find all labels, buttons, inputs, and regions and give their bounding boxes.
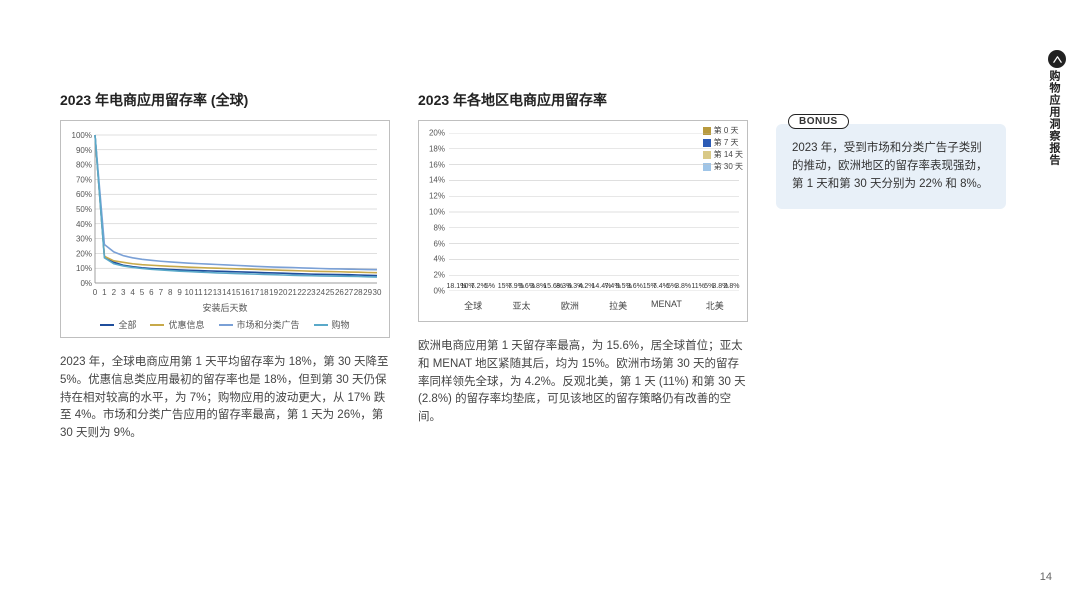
brand-logo-icon [1048, 50, 1066, 68]
svg-text:11: 11 [194, 288, 203, 297]
bar-value-label: 11% [691, 283, 705, 290]
bar-category-label: 欧洲 [546, 295, 594, 317]
content-columns: 2023 年电商应用留存率 (全球) 0% 10% 20% 30% 40% 50% 60% 7… [60, 90, 1040, 443]
bar-group: 15%7.9%5.6%3.8% [497, 133, 545, 291]
bar-chart-groups: 18.1%10%7.2%5%15%7.9%5.6%3.8%15.6%8.3%6.… [449, 133, 739, 291]
legend-item: 全部 [100, 318, 136, 331]
svg-text:10: 10 [185, 288, 194, 297]
svg-text:22: 22 [297, 288, 306, 297]
line-chart-description: 2023 年，全球电商应用第 1 天平均留存率为 18%，第 30 天降至 5%… [60, 354, 390, 443]
bar-chart-y-labels: 0%2%4%6%8%10%12%14%16%18%20% [423, 133, 447, 291]
bar-chart-box: 第 0 天第 7 天第 14 天第 30 天 0%2%4%6%8%10%12%1… [418, 120, 748, 322]
svg-text:90%: 90% [76, 146, 92, 155]
svg-text:0: 0 [93, 288, 98, 297]
svg-text:100%: 100% [72, 131, 92, 140]
bar-group: 15%7.4%5%3.8% [642, 133, 690, 291]
svg-text:30: 30 [373, 288, 382, 297]
svg-text:14: 14 [222, 288, 231, 297]
svg-text:21: 21 [288, 288, 297, 297]
svg-text:0%: 0% [80, 279, 92, 288]
bar-chart-x-labels: 全球亚太欧洲拉美MENAT北美 [449, 295, 739, 317]
svg-text:29: 29 [363, 288, 372, 297]
bar-category-label: 北美 [691, 295, 739, 317]
svg-text:60%: 60% [76, 190, 92, 199]
bar-category-label: 亚太 [497, 295, 545, 317]
bar-chart-description: 欧洲电商应用第 1 天留存率最高，为 15.6%，居全球首位；亚太和 MENAT… [418, 338, 748, 427]
svg-text:25: 25 [326, 288, 335, 297]
svg-text:3: 3 [121, 288, 126, 297]
legend-item: 市场和分类广告 [219, 318, 300, 331]
bonus-callout: BONUS 2023 年，受到市场和分类广告子类别的推动，欧洲地区的留存率表现强… [776, 124, 1006, 209]
bonus-tag: BONUS [788, 114, 849, 129]
bar-chart-plot: 0%2%4%6%8%10%12%14%16%18%20% 18.1%10%7.2… [423, 127, 743, 317]
bar-chart-plot-area: 18.1%10%7.2%5%15%7.9%5.6%3.8%15.6%8.3%6.… [449, 133, 739, 291]
bar-value-label: 5% [485, 283, 495, 290]
svg-text:12: 12 [203, 288, 212, 297]
svg-text:8: 8 [168, 288, 173, 297]
bar-category-label: MENAT [642, 295, 690, 317]
page-number: 14 [1040, 571, 1052, 583]
line-chart-title: 2023 年电商应用留存率 (全球) [60, 90, 390, 110]
svg-text:16: 16 [241, 288, 250, 297]
legend-item: 购物 [314, 318, 350, 331]
bar-category-label: 全球 [449, 295, 497, 317]
col-line-chart: 2023 年电商应用留存率 (全球) 0% 10% 20% 30% 40% 50% 60% 7… [60, 90, 390, 443]
svg-text:9: 9 [177, 288, 182, 297]
svg-text:40%: 40% [76, 220, 92, 229]
bar-group: 14.4%7.4%5.5%3.6% [594, 133, 642, 291]
line-chart-svg: 0%10%20%30%40%50%60%70%80%90%100%0123456… [67, 129, 383, 299]
svg-text:27: 27 [344, 288, 353, 297]
svg-text:23: 23 [307, 288, 316, 297]
bonus-text: 2023 年，受到市场和分类广告子类别的推动，欧洲地区的留存率表现强劲，第 1 … [792, 140, 990, 193]
svg-text:7: 7 [159, 288, 164, 297]
side-report-title: 购物应用洞察报告 [1046, 70, 1062, 166]
bar-chart-title: 2023 年各地区电商应用留存率 [418, 90, 748, 110]
col-bar-chart: 2023 年各地区电商应用留存率 第 0 天第 7 天第 14 天第 30 天 … [418, 90, 748, 427]
svg-text:20: 20 [279, 288, 288, 297]
svg-text:50%: 50% [76, 205, 92, 214]
line-chart-box: 0%10%20%30%40%50%60%70%80%90%100%0123456… [60, 120, 390, 338]
bar-group: 11%5%3.8%2.8% [691, 133, 739, 291]
svg-text:6: 6 [149, 288, 154, 297]
bar-category-label: 拉美 [594, 295, 642, 317]
report-page: 购物应用洞察报告 14 2023 年电商应用留存率 (全球) 0%10%20%3… [0, 0, 1080, 607]
svg-text:5: 5 [140, 288, 145, 297]
svg-text:19: 19 [269, 288, 278, 297]
bar-group: 15.6%8.3%6.3%4.2% [546, 133, 594, 291]
bar-value-label: 3.8% [675, 283, 691, 290]
svg-text:2: 2 [112, 288, 117, 297]
svg-text:30%: 30% [76, 235, 92, 244]
svg-text:80%: 80% [76, 161, 92, 170]
svg-text:17: 17 [250, 288, 259, 297]
svg-text:15: 15 [232, 288, 241, 297]
line-chart-legend: 全部 优惠信息 市场和分类广告 购物 [67, 318, 383, 331]
bar-group: 18.1%10%7.2%5% [449, 133, 497, 291]
svg-text:1: 1 [102, 288, 107, 297]
svg-text:70%: 70% [76, 175, 92, 184]
svg-text:26: 26 [335, 288, 344, 297]
legend-item: 优惠信息 [150, 318, 204, 331]
svg-text:10%: 10% [76, 264, 92, 273]
line-chart-xaxis-label: 安装后天数 [67, 301, 383, 314]
col-bonus: BONUS 2023 年，受到市场和分类广告子类别的推动，欧洲地区的留存率表现强… [776, 124, 1006, 209]
bar-value-label: 3.6% [627, 283, 643, 290]
svg-text:20%: 20% [76, 249, 92, 258]
svg-text:13: 13 [213, 288, 222, 297]
svg-text:28: 28 [354, 288, 363, 297]
bar-value-label: 2.8% [724, 283, 740, 290]
svg-text:4: 4 [130, 288, 135, 297]
svg-text:24: 24 [316, 288, 325, 297]
svg-text:18: 18 [260, 288, 269, 297]
